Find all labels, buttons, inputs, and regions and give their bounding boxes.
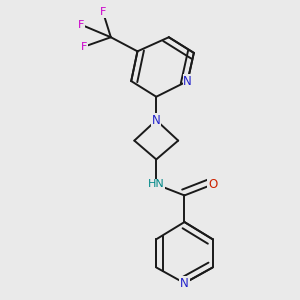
Text: F: F xyxy=(100,7,106,17)
Text: O: O xyxy=(208,178,217,191)
Text: N: N xyxy=(183,75,192,88)
Text: F: F xyxy=(78,20,84,30)
Text: HN: HN xyxy=(148,179,165,190)
Text: N: N xyxy=(152,114,161,127)
Text: F: F xyxy=(81,42,87,52)
Text: N: N xyxy=(180,277,189,290)
